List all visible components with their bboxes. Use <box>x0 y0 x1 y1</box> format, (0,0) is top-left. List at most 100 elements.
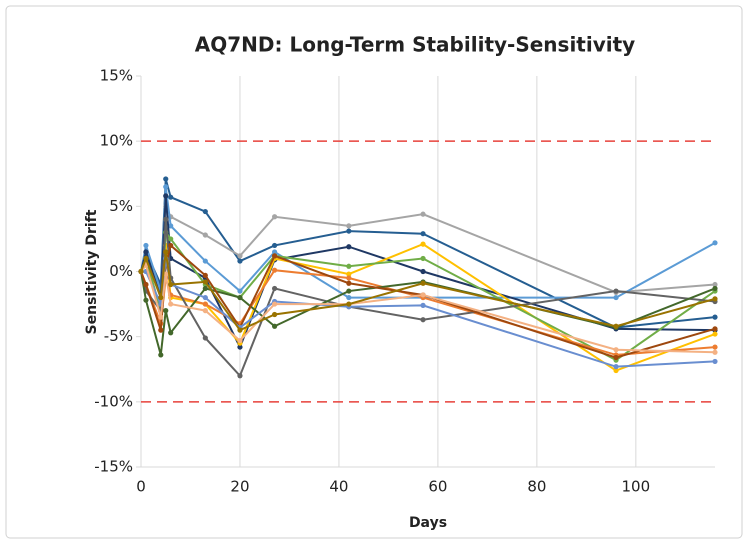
data-point <box>168 223 174 229</box>
data-point <box>168 236 174 242</box>
data-point <box>346 301 352 307</box>
series-line <box>140 178 716 329</box>
data-point <box>158 352 164 358</box>
series-line <box>140 262 716 354</box>
data-point <box>613 288 619 294</box>
y-axis-label: Sensitivity Drift <box>84 209 100 334</box>
data-point <box>163 184 169 190</box>
data-point <box>613 367 619 374</box>
data-point <box>237 337 243 344</box>
y-tick-label: 0% <box>109 262 133 280</box>
data-point <box>202 208 208 215</box>
data-point <box>237 258 243 264</box>
data-point <box>420 302 426 308</box>
series-line <box>140 243 716 359</box>
data-point <box>613 354 619 361</box>
data-point <box>163 249 169 255</box>
x-tick-label: 40 <box>329 478 348 496</box>
data-point <box>420 231 426 237</box>
data-point <box>202 294 208 301</box>
data-point <box>420 241 426 247</box>
data-point <box>346 275 352 281</box>
data-point <box>272 214 278 220</box>
data-point <box>202 232 208 238</box>
y-tick-label: 5% <box>109 197 133 215</box>
data-point <box>237 344 243 350</box>
x-tick-label: 20 <box>230 478 249 496</box>
data-point <box>613 347 619 353</box>
data-point <box>272 301 278 307</box>
data-point <box>168 330 174 336</box>
data-point <box>712 349 718 355</box>
data-point <box>272 311 278 318</box>
data-point <box>168 281 174 288</box>
y-tick-label: -5% <box>104 327 133 345</box>
data-point <box>272 323 278 329</box>
data-point <box>143 249 149 255</box>
y-tick-label: 15% <box>100 67 133 85</box>
data-point <box>237 294 243 301</box>
data-point <box>272 285 278 292</box>
data-point <box>163 176 169 182</box>
data-point <box>712 240 718 246</box>
series-line <box>141 258 716 368</box>
data-point <box>158 314 164 320</box>
data-point <box>613 364 619 370</box>
y-tick-label: -10% <box>94 392 133 410</box>
data-point <box>272 267 278 273</box>
data-point <box>346 294 352 301</box>
chart-frame <box>5 5 743 539</box>
data-point <box>420 292 426 298</box>
data-point <box>346 223 352 229</box>
data-point <box>202 279 208 285</box>
data-point <box>168 194 174 200</box>
x-axis-label: Days <box>409 515 447 531</box>
data-point <box>346 244 352 250</box>
data-point <box>712 358 718 365</box>
y-tick-label: 10% <box>100 132 133 150</box>
data-point <box>158 294 164 301</box>
data-point <box>237 288 243 294</box>
data-point <box>420 280 426 286</box>
data-point <box>237 327 243 333</box>
data-point <box>712 285 718 292</box>
data-point <box>202 301 208 307</box>
x-tick-label: 80 <box>527 478 546 496</box>
data-point <box>163 216 169 222</box>
data-point <box>420 268 426 275</box>
data-point <box>168 301 174 307</box>
data-point <box>143 281 149 288</box>
chart-title: AQ7ND: Long-Term Stability-Sensitivity <box>195 33 635 57</box>
series-line <box>140 229 716 362</box>
data-point <box>712 331 718 337</box>
data-point <box>272 253 278 259</box>
data-point <box>163 308 169 314</box>
data-point <box>138 268 144 275</box>
y-tick-label: -15% <box>94 458 133 476</box>
data-point <box>202 335 208 341</box>
data-point <box>237 373 243 379</box>
data-point <box>346 263 352 269</box>
data-point <box>712 281 718 288</box>
series-line <box>140 186 716 299</box>
data-point <box>420 317 426 323</box>
data-point <box>613 323 619 329</box>
data-point <box>202 285 208 292</box>
data-point <box>712 296 718 302</box>
data-point <box>202 272 208 279</box>
data-point <box>143 297 149 303</box>
data-point <box>346 271 352 277</box>
x-tick-label: 100 <box>622 478 651 496</box>
data-point <box>346 280 352 286</box>
data-point <box>272 242 278 249</box>
data-point <box>712 344 718 350</box>
data-point <box>202 308 208 314</box>
data-point <box>712 314 718 320</box>
data-point <box>420 211 426 217</box>
data-point <box>712 326 718 332</box>
data-point <box>143 255 149 262</box>
data-point <box>163 193 169 199</box>
data-point <box>613 294 619 301</box>
